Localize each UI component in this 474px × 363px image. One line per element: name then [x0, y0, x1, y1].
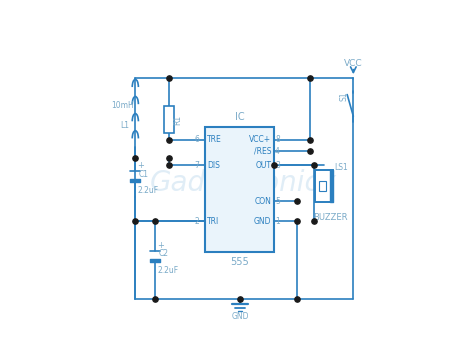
Text: 2: 2	[194, 217, 199, 225]
Text: 8: 8	[275, 135, 280, 144]
Text: Gadgetronicx: Gadgetronicx	[149, 169, 337, 197]
Text: CON: CON	[255, 197, 272, 206]
Text: 10mH: 10mH	[111, 101, 134, 110]
Text: DIS: DIS	[208, 161, 220, 170]
Text: 2.2uF: 2.2uF	[137, 186, 159, 195]
Text: BUZZER: BUZZER	[313, 213, 348, 222]
Text: L1: L1	[120, 121, 129, 130]
Text: 2.2uF: 2.2uF	[157, 266, 178, 275]
Text: /RES: /RES	[254, 147, 272, 156]
Text: 7: 7	[194, 161, 199, 170]
Text: GND: GND	[254, 217, 272, 225]
Bar	[205, 127, 273, 252]
Text: 3: 3	[275, 161, 280, 170]
Text: +: +	[157, 241, 164, 250]
Text: 1: 1	[275, 217, 280, 225]
Text: TRE: TRE	[208, 135, 222, 144]
Text: 6: 6	[194, 135, 199, 144]
Text: VCC+: VCC+	[249, 135, 272, 144]
Text: IC: IC	[235, 112, 244, 122]
Text: VCC: VCC	[344, 59, 363, 68]
Text: 555: 555	[230, 257, 249, 268]
Bar	[319, 181, 326, 191]
FancyBboxPatch shape	[315, 170, 333, 202]
Text: 5: 5	[275, 197, 280, 206]
Text: C1: C1	[139, 170, 149, 179]
Text: LS1: LS1	[335, 163, 348, 172]
Text: R1: R1	[173, 115, 182, 125]
Bar	[164, 106, 173, 133]
Text: +: +	[137, 162, 145, 171]
Text: S1: S1	[340, 91, 349, 101]
Text: 4: 4	[275, 147, 280, 156]
Text: OUT: OUT	[255, 161, 272, 170]
Text: GND: GND	[231, 311, 249, 321]
Text: C2: C2	[158, 249, 169, 258]
Text: TRI: TRI	[208, 217, 219, 225]
